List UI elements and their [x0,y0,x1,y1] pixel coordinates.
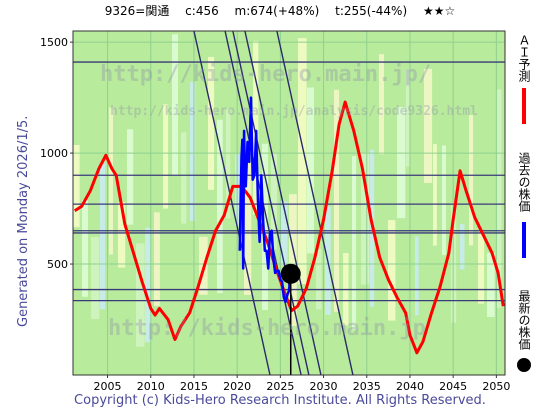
background-band [127,129,134,225]
ai-forecast-line [73,100,505,355]
background-band [163,104,169,209]
background-band [253,41,259,215]
background-band [91,237,100,320]
background-band [73,144,80,228]
background-band [136,243,145,347]
legend-past-label: 過去の株価 [517,152,531,212]
latest-price-dot [280,263,301,284]
background-band [424,68,433,183]
y-tick-label: 1000 [40,147,68,160]
background-band [181,132,187,224]
watermark-3: http://kids-hero.main.jp [108,316,426,341]
plot-frame [72,30,506,376]
background-band [289,194,297,327]
y-tick-label: 500 [47,258,68,271]
background-band [460,224,465,270]
legend-latest-dot [517,358,531,372]
background-band [442,145,446,256]
current-price: c:456 [185,4,219,18]
watermark-1: http://kids-hero.main.jp/ [100,62,432,87]
background-band [172,34,179,177]
background-band [388,220,396,321]
background-band [109,107,114,255]
x-tick-label: 2035 [353,380,381,393]
background-band [100,162,106,310]
x-tick-label: 2020 [223,380,251,393]
watermark-2: http://kids-hero.main.jp/analysis/code93… [110,104,478,119]
background-band [298,38,307,285]
background-band [496,89,502,308]
copyright-footer: Copyright (c) Kids-Hero Research Institu… [74,393,486,408]
background-band [208,56,215,190]
target-price: t:255(-44%) [335,4,408,18]
background-band [226,108,231,219]
background-band [469,115,474,246]
background-band [487,252,495,317]
chart-header: 9326=関通 c:456 m:674(+48%) t:255(-44%) ★★… [0,2,560,19]
background-band [433,144,437,246]
stock-code: 9326=関通 [104,4,170,18]
x-tick-label: 2040 [396,380,424,393]
background-band [379,54,385,155]
background-band [244,162,252,295]
trend-line [232,31,310,375]
background-band [271,153,277,250]
background-band [397,106,406,219]
x-tick-label: 2025 [266,380,294,393]
background-band [307,87,315,254]
background-band [361,152,370,285]
background-band [145,227,151,343]
trend-line [193,31,271,375]
trend-line [276,31,354,375]
x-tick-label: 2030 [310,380,338,393]
background-band [478,230,485,304]
legend-latest-label: 最新の株価 [517,290,531,350]
background-band [415,236,419,316]
background-band [352,155,357,331]
x-tick-label: 2015 [180,380,208,393]
background-band [406,68,411,167]
background-band [334,89,340,312]
background-band [82,200,88,297]
x-tick-label: 2045 [439,380,467,393]
past-price-line [238,96,292,304]
x-tick-label: 2050 [482,380,510,393]
legend-ai-swatch [522,88,526,124]
background-band [154,212,160,306]
rating-stars: ★★☆ [422,4,456,18]
background-band [190,81,196,222]
legend-ai-label: ＡＩ予測 [517,34,531,82]
legend-past-swatch [522,222,526,258]
trend-line [244,31,322,375]
x-tick-label: 2005 [94,380,122,393]
background-band [316,249,322,310]
model-price: m:674(+48%) [234,4,320,18]
background-band [217,119,223,294]
y-tick-label: 1500 [40,36,68,49]
background-band [118,202,126,268]
background-band [262,143,268,311]
x-tick-label: 2010 [137,380,165,393]
